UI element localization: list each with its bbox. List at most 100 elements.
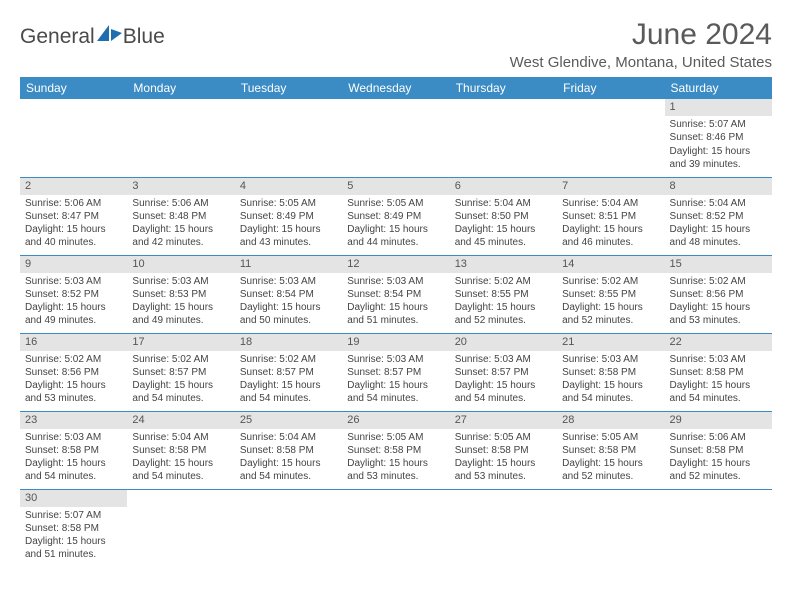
day-header: Friday: [557, 77, 664, 99]
calendar-cell: 9Sunrise: 5:03 AMSunset: 8:52 PMDaylight…: [20, 255, 127, 333]
month-title: June 2024: [510, 18, 772, 52]
day-number: 10: [127, 256, 234, 273]
day-number: 15: [665, 256, 772, 273]
calendar-cell: [450, 99, 557, 177]
calendar-cell: 7Sunrise: 5:04 AMSunset: 8:51 PMDaylight…: [557, 177, 664, 255]
day-header: Wednesday: [342, 77, 449, 99]
day-number: 30: [20, 490, 127, 507]
day-number: 17: [127, 334, 234, 351]
day-details: Sunrise: 5:06 AMSunset: 8:47 PMDaylight:…: [20, 195, 127, 254]
day-details: Sunrise: 5:03 AMSunset: 8:58 PMDaylight:…: [557, 351, 664, 410]
calendar-cell: 10Sunrise: 5:03 AMSunset: 8:53 PMDayligh…: [127, 255, 234, 333]
logo-word2: Blue: [123, 25, 165, 49]
calendar-cell: 3Sunrise: 5:06 AMSunset: 8:48 PMDaylight…: [127, 177, 234, 255]
day-details: Sunrise: 5:03 AMSunset: 8:53 PMDaylight:…: [127, 273, 234, 332]
day-details: Sunrise: 5:03 AMSunset: 8:58 PMDaylight:…: [665, 351, 772, 410]
day-details: Sunrise: 5:03 AMSunset: 8:58 PMDaylight:…: [20, 429, 127, 488]
calendar-cell: 13Sunrise: 5:02 AMSunset: 8:55 PMDayligh…: [450, 255, 557, 333]
calendar-cell: [20, 99, 127, 177]
calendar-cell: 16Sunrise: 5:02 AMSunset: 8:56 PMDayligh…: [20, 333, 127, 411]
calendar-cell: [342, 489, 449, 567]
day-number: 22: [665, 334, 772, 351]
calendar-cell: 30Sunrise: 5:07 AMSunset: 8:58 PMDayligh…: [20, 489, 127, 567]
day-number: 26: [342, 412, 449, 429]
calendar-cell: 22Sunrise: 5:03 AMSunset: 8:58 PMDayligh…: [665, 333, 772, 411]
calendar-row: 1Sunrise: 5:07 AMSunset: 8:46 PMDaylight…: [20, 99, 772, 177]
day-details: Sunrise: 5:05 AMSunset: 8:58 PMDaylight:…: [557, 429, 664, 488]
day-number: 29: [665, 412, 772, 429]
calendar-cell: 27Sunrise: 5:05 AMSunset: 8:58 PMDayligh…: [450, 411, 557, 489]
day-details: Sunrise: 5:05 AMSunset: 8:58 PMDaylight:…: [342, 429, 449, 488]
day-number: 20: [450, 334, 557, 351]
day-details: Sunrise: 5:04 AMSunset: 8:52 PMDaylight:…: [665, 195, 772, 254]
day-number: 27: [450, 412, 557, 429]
day-number: 6: [450, 178, 557, 195]
day-number: 18: [235, 334, 342, 351]
calendar-cell: [665, 489, 772, 567]
day-number: 25: [235, 412, 342, 429]
day-header: Saturday: [665, 77, 772, 99]
calendar-cell: 15Sunrise: 5:02 AMSunset: 8:56 PMDayligh…: [665, 255, 772, 333]
calendar-cell: 26Sunrise: 5:05 AMSunset: 8:58 PMDayligh…: [342, 411, 449, 489]
calendar-cell: [450, 489, 557, 567]
calendar-cell: 14Sunrise: 5:02 AMSunset: 8:55 PMDayligh…: [557, 255, 664, 333]
calendar-row: 30Sunrise: 5:07 AMSunset: 8:58 PMDayligh…: [20, 489, 772, 567]
day-details: Sunrise: 5:02 AMSunset: 8:56 PMDaylight:…: [20, 351, 127, 410]
day-details: Sunrise: 5:02 AMSunset: 8:55 PMDaylight:…: [557, 273, 664, 332]
day-details: Sunrise: 5:05 AMSunset: 8:49 PMDaylight:…: [342, 195, 449, 254]
calendar-row: 2Sunrise: 5:06 AMSunset: 8:47 PMDaylight…: [20, 177, 772, 255]
logo-word1: General: [20, 25, 95, 49]
header: General Blue June 2024 West Glendive, Mo…: [20, 18, 772, 71]
day-number: 11: [235, 256, 342, 273]
day-header: Thursday: [450, 77, 557, 99]
day-number: 3: [127, 178, 234, 195]
day-details: Sunrise: 5:05 AMSunset: 8:58 PMDaylight:…: [450, 429, 557, 488]
day-details: Sunrise: 5:03 AMSunset: 8:57 PMDaylight:…: [342, 351, 449, 410]
day-number: 21: [557, 334, 664, 351]
day-number: 12: [342, 256, 449, 273]
calendar-cell: [557, 489, 664, 567]
day-details: Sunrise: 5:03 AMSunset: 8:57 PMDaylight:…: [450, 351, 557, 410]
calendar-cell: 6Sunrise: 5:04 AMSunset: 8:50 PMDaylight…: [450, 177, 557, 255]
day-number: 16: [20, 334, 127, 351]
calendar-cell: 11Sunrise: 5:03 AMSunset: 8:54 PMDayligh…: [235, 255, 342, 333]
calendar-body: 1Sunrise: 5:07 AMSunset: 8:46 PMDaylight…: [20, 99, 772, 567]
day-details: Sunrise: 5:04 AMSunset: 8:51 PMDaylight:…: [557, 195, 664, 254]
day-number: 19: [342, 334, 449, 351]
day-details: Sunrise: 5:02 AMSunset: 8:57 PMDaylight:…: [235, 351, 342, 410]
calendar-cell: 17Sunrise: 5:02 AMSunset: 8:57 PMDayligh…: [127, 333, 234, 411]
calendar-cell: 8Sunrise: 5:04 AMSunset: 8:52 PMDaylight…: [665, 177, 772, 255]
day-details: Sunrise: 5:04 AMSunset: 8:50 PMDaylight:…: [450, 195, 557, 254]
calendar-cell: 12Sunrise: 5:03 AMSunset: 8:54 PMDayligh…: [342, 255, 449, 333]
day-number: 4: [235, 178, 342, 195]
day-number: 2: [20, 178, 127, 195]
day-details: Sunrise: 5:02 AMSunset: 8:56 PMDaylight:…: [665, 273, 772, 332]
title-block: June 2024 West Glendive, Montana, United…: [510, 18, 772, 71]
calendar-row: 9Sunrise: 5:03 AMSunset: 8:52 PMDaylight…: [20, 255, 772, 333]
day-details: Sunrise: 5:03 AMSunset: 8:54 PMDaylight:…: [342, 273, 449, 332]
day-details: Sunrise: 5:04 AMSunset: 8:58 PMDaylight:…: [127, 429, 234, 488]
day-number: 8: [665, 178, 772, 195]
calendar-cell: 5Sunrise: 5:05 AMSunset: 8:49 PMDaylight…: [342, 177, 449, 255]
sail-icon: [97, 24, 123, 48]
calendar-cell: [235, 489, 342, 567]
calendar-cell: [127, 489, 234, 567]
day-number: 14: [557, 256, 664, 273]
day-number: 7: [557, 178, 664, 195]
day-details: Sunrise: 5:03 AMSunset: 8:54 PMDaylight:…: [235, 273, 342, 332]
day-number: 13: [450, 256, 557, 273]
day-number: 9: [20, 256, 127, 273]
calendar-cell: 23Sunrise: 5:03 AMSunset: 8:58 PMDayligh…: [20, 411, 127, 489]
day-details: Sunrise: 5:07 AMSunset: 8:46 PMDaylight:…: [665, 116, 772, 175]
day-header: Sunday: [20, 77, 127, 99]
calendar-cell: 25Sunrise: 5:04 AMSunset: 8:58 PMDayligh…: [235, 411, 342, 489]
day-header-row: SundayMondayTuesdayWednesdayThursdayFrid…: [20, 77, 772, 99]
calendar-cell: 20Sunrise: 5:03 AMSunset: 8:57 PMDayligh…: [450, 333, 557, 411]
calendar-cell: 28Sunrise: 5:05 AMSunset: 8:58 PMDayligh…: [557, 411, 664, 489]
calendar-cell: 19Sunrise: 5:03 AMSunset: 8:57 PMDayligh…: [342, 333, 449, 411]
day-details: Sunrise: 5:06 AMSunset: 8:48 PMDaylight:…: [127, 195, 234, 254]
calendar-cell: 21Sunrise: 5:03 AMSunset: 8:58 PMDayligh…: [557, 333, 664, 411]
day-number: 5: [342, 178, 449, 195]
calendar-row: 23Sunrise: 5:03 AMSunset: 8:58 PMDayligh…: [20, 411, 772, 489]
calendar-cell: 18Sunrise: 5:02 AMSunset: 8:57 PMDayligh…: [235, 333, 342, 411]
